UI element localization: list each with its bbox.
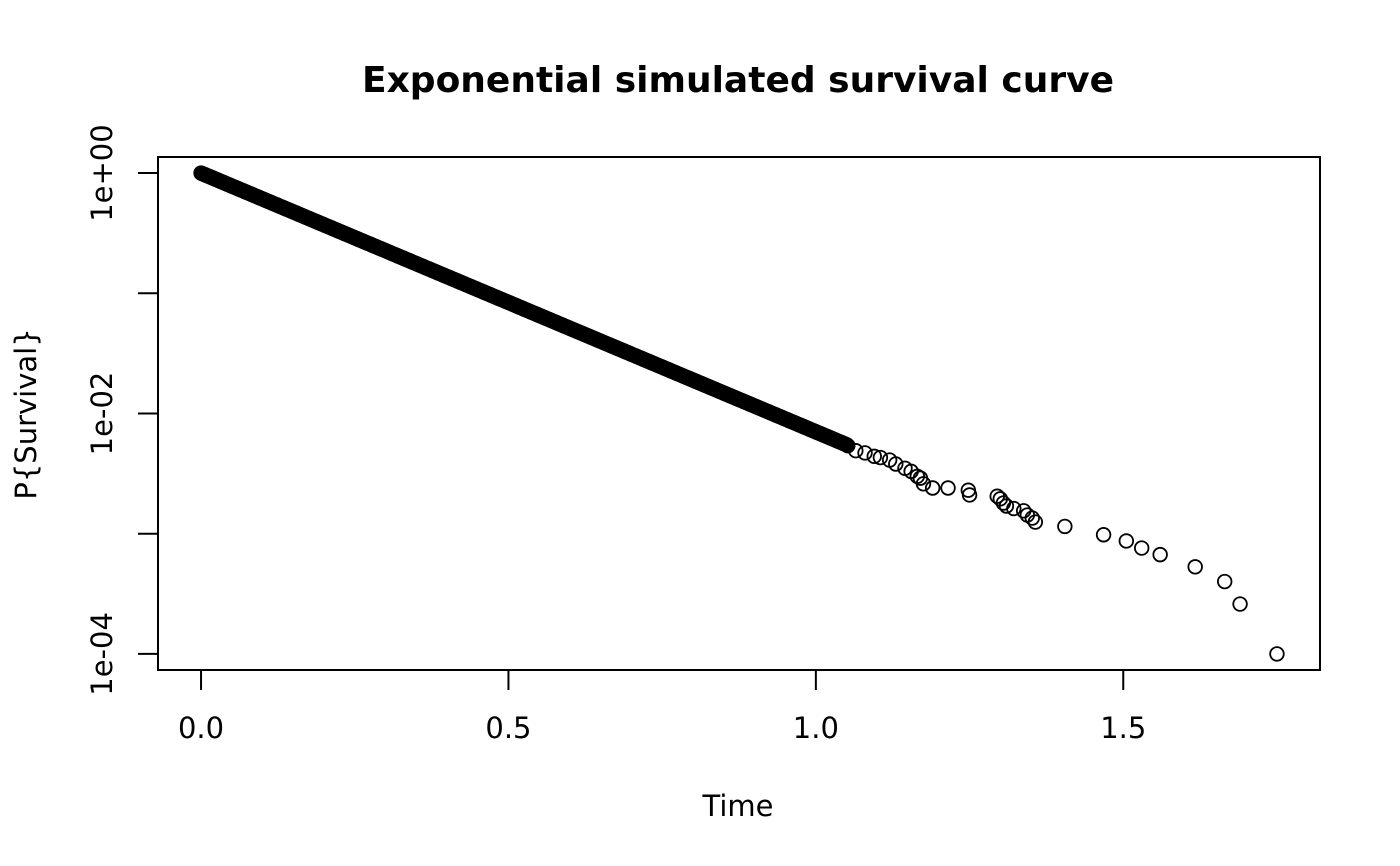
data-point [866,448,882,465]
data-point [1006,500,1022,517]
data-point [840,437,856,454]
data-point [1232,596,1248,612]
data-point [961,487,978,503]
data-point [888,456,904,472]
data-point [1095,527,1112,543]
y-tick-label: 1e-04 [85,612,119,696]
chart-title: Exponential simulated survival curve [362,60,1114,101]
data-points [193,165,1285,662]
data-point [1019,507,1036,523]
data-point [848,443,864,459]
data-point [1027,514,1044,530]
x-axis-label: Time [702,789,774,823]
x-tick-label: 1.5 [1100,711,1146,745]
data-point [1057,518,1073,535]
data-point [872,449,889,466]
data-point [940,480,956,496]
data-point [1133,540,1150,556]
data-point [1015,503,1032,519]
data-point [1024,510,1040,526]
y-tick-label: 1e+00 [85,124,119,222]
data-point [1187,559,1203,575]
x-axis: 0.0 0.5 1.0 1.5 [178,669,1146,745]
data-point [1269,646,1285,662]
x-tick-label: 1.0 [793,711,839,745]
data-point [1216,573,1233,590]
y-tick-label: 1e-02 [85,372,119,456]
x-tick-label: 0.0 [178,711,224,745]
data-point [915,476,932,492]
data-point [857,445,873,461]
data-point [1152,546,1168,563]
y-axis: 1e+00 1e-02 1e-04 [85,124,159,696]
data-point [924,480,941,496]
data-point [998,498,1015,514]
data-point [1118,533,1135,549]
y-axis-label: P{Survival} [9,328,43,499]
x-tick-label: 0.5 [485,711,531,745]
